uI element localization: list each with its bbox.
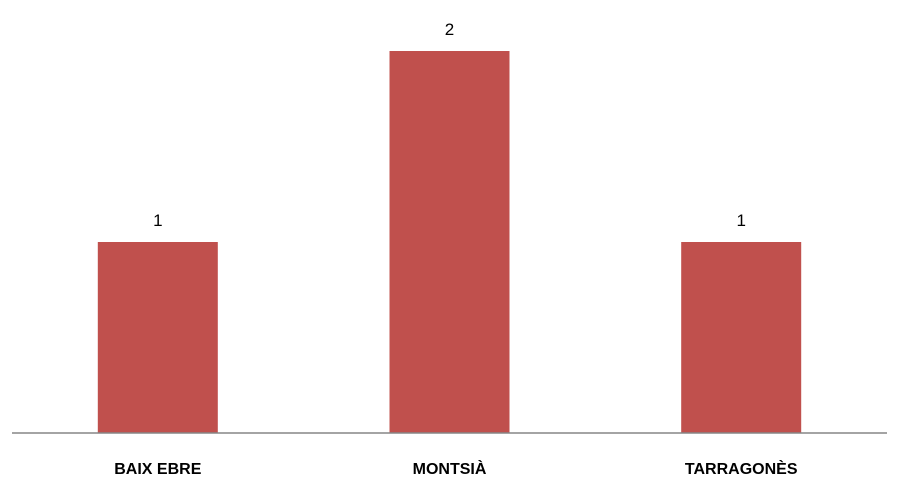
bar-0: [97, 242, 218, 433]
bar-2: [681, 242, 802, 433]
x-tick-label-0: BAIX EBRE: [114, 461, 201, 478]
data-label-1: 2: [445, 20, 454, 39]
bars-group: [97, 51, 802, 433]
x-tick-label-1: MONTSIÀ: [413, 459, 487, 478]
data-labels-group: 1 2 1: [153, 20, 746, 230]
x-tick-labels-group: BAIX EBRE MONTSIÀ TARRAGONÈS: [114, 459, 798, 478]
x-tick-label-2: TARRAGONÈS: [685, 459, 798, 478]
data-label-0: 1: [153, 211, 162, 230]
bar-1: [389, 51, 510, 433]
data-label-2: 1: [736, 211, 745, 230]
